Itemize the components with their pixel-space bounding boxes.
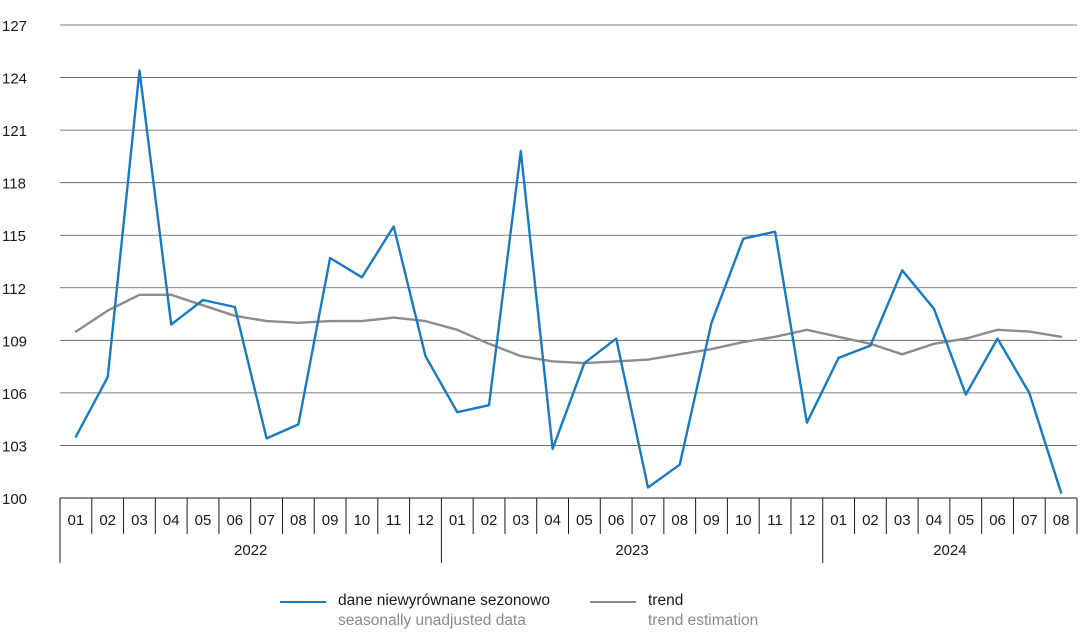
month-label: 06	[226, 512, 243, 529]
month-label: 04	[163, 512, 180, 529]
legend: dane niewyrównane sezonowo seasonally un…	[280, 592, 758, 632]
month-label: 05	[957, 512, 974, 529]
month-label: 07	[258, 512, 275, 529]
y-tick-label: 121	[2, 123, 27, 140]
y-tick-label: 127	[2, 18, 27, 35]
year-label: 2024	[933, 542, 966, 559]
series-line-trend	[74, 293, 1063, 365]
legend-label-trend: trend	[647, 592, 684, 609]
month-label: 12	[799, 512, 816, 529]
month-label: 11	[386, 512, 402, 529]
month-label: 02	[862, 512, 879, 529]
legend-label-unadjusted: dane niewyrównane sezonowo	[338, 592, 550, 609]
legend-item-trend: trend trend estimation	[589, 592, 759, 632]
month-label: 09	[703, 512, 720, 529]
legend-label-trend-en: trend estimation	[647, 612, 759, 629]
month-label: 10	[354, 512, 371, 529]
month-label: 01	[449, 512, 466, 529]
month-label: 12	[417, 512, 434, 529]
legend-swatch-unadjusted	[280, 601, 326, 603]
month-label: 02	[99, 512, 116, 529]
month-label: 02	[481, 512, 498, 529]
gridlines	[60, 24, 1077, 446]
y-tick-label: 109	[2, 333, 27, 350]
year-label: 2022	[234, 542, 267, 559]
month-label: 11	[767, 512, 783, 529]
month-label: 01	[830, 512, 847, 529]
month-label: 04	[544, 512, 561, 529]
month-label: 07	[640, 512, 657, 529]
x-axis: 01 02 03 04 05 06 07 08 09 10 11 12 01 02 03 04 05 06 07 08…	[59, 497, 1078, 563]
y-axis: 127 124 121 118 115 112 109 106 103 100	[2, 18, 27, 508]
legend-swatch-trend	[589, 601, 636, 603]
series-lines	[74, 69, 1063, 494]
legend-label-unadjusted-en: seasonally unadjusted data	[338, 612, 526, 629]
y-tick-label: 103	[2, 438, 27, 455]
month-label: 06	[989, 512, 1006, 529]
month-label: 08	[1053, 512, 1070, 529]
month-label: 08	[290, 512, 307, 529]
y-tick-label: 115	[2, 228, 26, 245]
month-label: 09	[322, 512, 339, 529]
y-tick-label: 118	[2, 176, 26, 193]
month-label: 03	[131, 512, 148, 529]
month-label: 03	[512, 512, 529, 529]
legend-item-unadjusted: dane niewyrównane sezonowo seasonally un…	[280, 592, 550, 632]
month-label: 01	[68, 512, 85, 529]
month-label: 05	[195, 512, 212, 529]
series-line-unadjusted	[74, 69, 1063, 494]
month-label: 05	[576, 512, 593, 529]
y-tick-label: 124	[2, 71, 27, 88]
month-label: 08	[671, 512, 688, 529]
y-tick-label: 106	[2, 386, 27, 403]
month-label: 03	[894, 512, 911, 529]
month-label: 07	[1021, 512, 1038, 529]
year-label: 2023	[615, 542, 648, 559]
month-label: 04	[926, 512, 943, 529]
y-tick-label: 100	[2, 491, 27, 508]
month-label: 10	[735, 512, 752, 529]
y-tick-label: 112	[2, 281, 26, 298]
month-label: 06	[608, 512, 625, 529]
